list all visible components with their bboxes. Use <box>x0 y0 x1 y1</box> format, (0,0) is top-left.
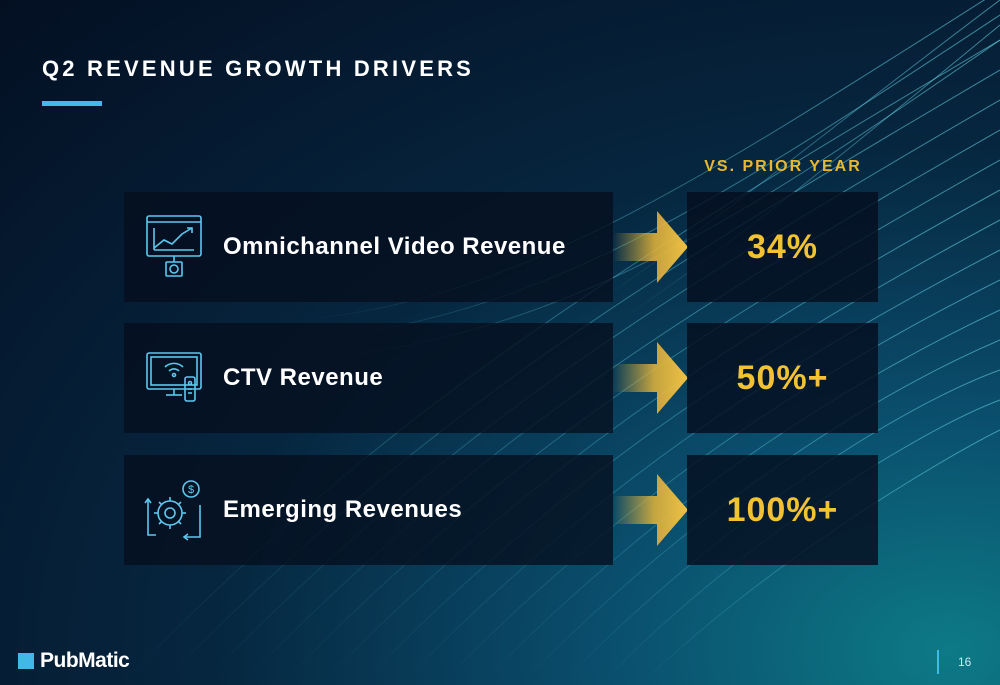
tv-remote-icon <box>144 345 204 411</box>
page-number-divider <box>937 650 939 674</box>
column-header: VS. PRIOR YEAR <box>704 158 862 175</box>
arrow-right-icon <box>613 342 688 414</box>
driver-row-emerging: $ Emerging Revenues 100%+ <box>124 455 878 565</box>
page-number: 16 <box>958 655 972 669</box>
growth-value: 50%+ <box>736 358 829 397</box>
growth-value: 100%+ <box>726 490 839 529</box>
driver-label-box: Omnichannel Video Revenue <box>124 192 613 302</box>
logo-text: PubMatic <box>40 649 130 672</box>
svg-text:$: $ <box>188 484 194 496</box>
value-box: 34% <box>687 192 878 302</box>
driver-label-box: $ Emerging Revenues <box>124 455 613 565</box>
driver-label-box: CTV Revenue <box>124 323 613 433</box>
slide-title: Q2 REVENUE GROWTH DRIVERS <box>42 56 475 81</box>
pubmatic-logo: PubMatic <box>18 649 130 673</box>
driver-row-ctv: CTV Revenue 50%+ <box>124 323 878 433</box>
driver-label: CTV Revenue <box>223 364 384 391</box>
title-underline <box>42 101 102 106</box>
growth-value: 34% <box>746 227 819 266</box>
driver-label: Emerging Revenues <box>223 496 463 523</box>
driver-row-omnichannel-video: Omnichannel Video Revenue 34% <box>124 192 878 302</box>
logo-square-icon <box>18 653 34 669</box>
gear-dollar-icon: $ <box>144 477 204 543</box>
value-box: 100%+ <box>687 455 878 565</box>
monitor-chart-icon <box>144 214 204 280</box>
driver-label: Omnichannel Video Revenue <box>223 233 566 260</box>
value-box: 50%+ <box>687 323 878 433</box>
arrow-right-icon <box>613 211 688 283</box>
arrow-right-icon <box>613 474 688 546</box>
